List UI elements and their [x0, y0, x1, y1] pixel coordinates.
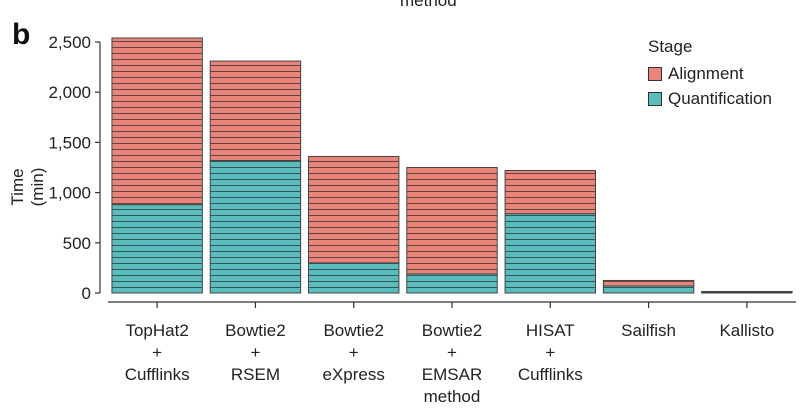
- x-tick-label: Sailfish: [621, 321, 676, 340]
- bar-quantification: [111, 204, 203, 294]
- x-tick-label: Bowtie2 + RSEM: [225, 321, 285, 384]
- legend-item-quantification: Quantification: [648, 86, 772, 111]
- bar-quantification: [308, 262, 400, 294]
- bar-alignment: [308, 155, 400, 264]
- bar-alignment: [701, 290, 793, 293]
- legend: Stage Alignment Quantification: [648, 37, 772, 111]
- bar-alignment: [504, 170, 596, 215]
- legend-title: Stage: [648, 37, 693, 56]
- x-tick-label: Kallisto: [719, 321, 774, 340]
- bar-alignment: [602, 279, 695, 287]
- bar-alignment: [406, 167, 498, 275]
- bar-quantification: [504, 213, 596, 294]
- legend-item-alignment: Alignment: [648, 61, 772, 86]
- x-tick-label: Bowtie2 + EMSAR method: [422, 321, 482, 406]
- bar-quantification: [406, 273, 498, 294]
- y-tick-label: 1,500: [48, 133, 91, 152]
- chart-title-fragment: method: [400, 0, 457, 10]
- legend-label-alignment: Alignment: [668, 63, 744, 83]
- legend-swatch-alignment: [648, 66, 662, 81]
- bar-quantification: [602, 285, 695, 294]
- x-tick-label: TopHat2 + Cufflinks: [125, 321, 190, 384]
- y-tick-label: 2,000: [48, 83, 91, 102]
- y-tick-label: 2,500: [48, 33, 91, 52]
- y-tick-label: 1,000: [48, 184, 91, 203]
- bar-alignment: [111, 37, 203, 206]
- legend-swatch-quantification: [648, 91, 662, 106]
- panel-letter: b: [12, 18, 31, 51]
- x-tick-label: Bowtie2 + eXpress: [323, 321, 385, 384]
- y-tick-label: 0: [82, 284, 91, 303]
- bar-alignment: [209, 60, 302, 161]
- y-tick-label: 500: [63, 234, 91, 253]
- bar-quantification: [209, 159, 302, 294]
- x-tick-label: HISAT + Cufflinks: [518, 321, 583, 384]
- legend-label-quantification: Quantification: [668, 88, 772, 108]
